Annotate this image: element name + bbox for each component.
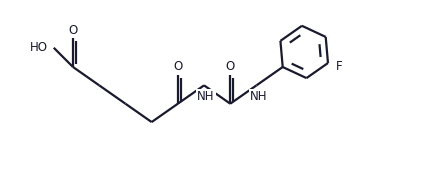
Text: NH: NH: [250, 90, 267, 103]
Text: O: O: [173, 60, 183, 73]
Text: O: O: [226, 60, 235, 73]
Text: HO: HO: [30, 41, 48, 54]
Text: NH: NH: [197, 90, 215, 103]
Text: O: O: [68, 24, 77, 37]
Text: F: F: [336, 60, 343, 73]
